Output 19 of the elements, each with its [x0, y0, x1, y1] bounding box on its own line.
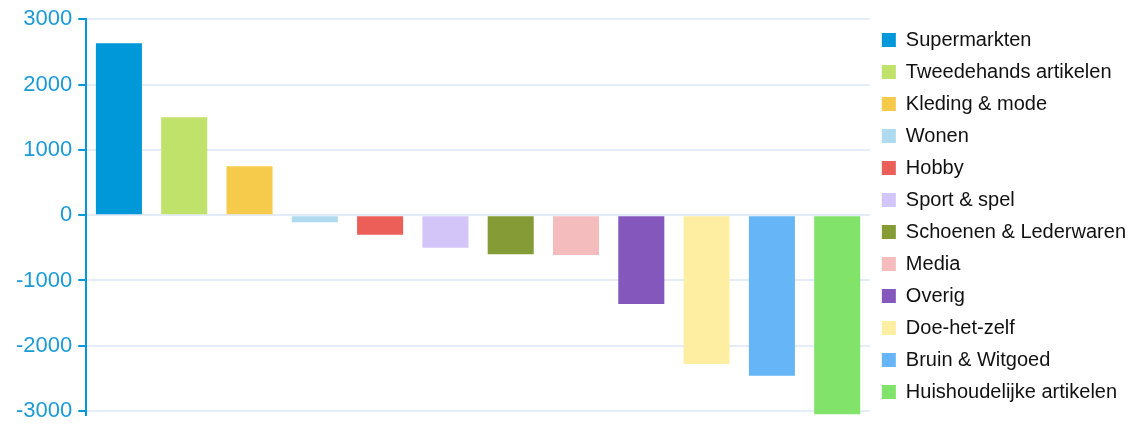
legend-label: Bruin & Witgoed	[905, 347, 1051, 370]
legend-label: Kleding & mode	[905, 91, 1048, 114]
legend-label: Media	[905, 251, 962, 274]
y-tick-label: -3000	[15, 397, 73, 423]
legend-label: Hobby	[905, 155, 964, 178]
legend-label: Huishoudelijke artikelen	[905, 379, 1118, 402]
y-tick-label: 0	[60, 201, 73, 227]
y-tick-label: 3000	[23, 5, 73, 31]
y-tick-label: -2000	[15, 331, 73, 357]
legend-label: Overig	[905, 283, 965, 306]
y-tick-label: 1000	[23, 135, 73, 161]
legend-label: Doe-het-zelf	[905, 315, 1016, 338]
legend-label: Sport & spel	[905, 187, 1015, 210]
legend-label: Tweedehands artikelen	[905, 59, 1112, 82]
legend-label: Schoenen & Lederwaren	[905, 219, 1126, 242]
y-tick-label: 2000	[23, 70, 73, 96]
legend-label: Supermarkten	[905, 27, 1032, 50]
y-tick-label: -1000	[15, 266, 73, 292]
legend-label: Wonen	[905, 123, 969, 146]
